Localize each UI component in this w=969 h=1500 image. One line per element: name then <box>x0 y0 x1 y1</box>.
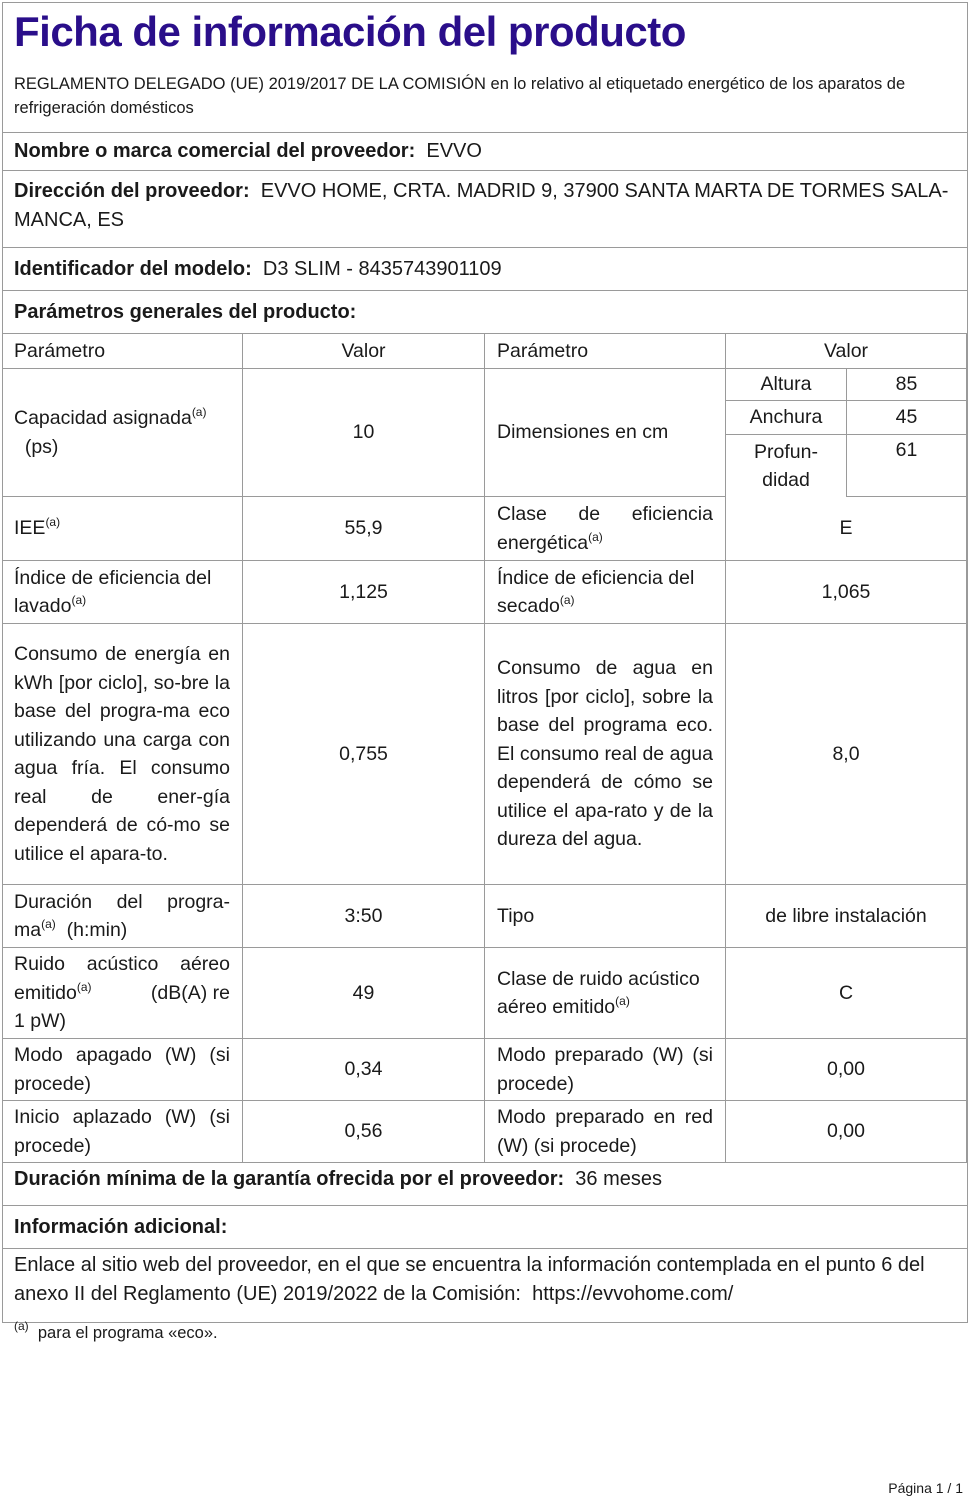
noise-class-value: C <box>726 948 967 1039</box>
duration-label: Duración del progra-ma(a) (h:min) <box>2 885 243 948</box>
model-row: Identificador del modelo: D3 SLIM - 8435… <box>2 248 967 291</box>
link-row: Enlace al sitio web del proveedor, en el… <box>2 1249 967 1323</box>
regulation-subtitle: REGLAMENTO DELEGADO (UE) 2019/2017 DE LA… <box>14 75 906 117</box>
energy-class-value: E <box>726 497 967 561</box>
dimensions-label: Dimensiones en cm <box>485 369 726 497</box>
iee-value: 55,9 <box>243 497 485 561</box>
energy-class-label: Clase de eficiencia energética(a) <box>485 497 726 561</box>
type-label: Tipo <box>485 885 726 948</box>
address-value: EVVO HOME, CRTA. MADRID 9, 37900 SANTA M… <box>14 180 949 231</box>
networked-standby-label: Modo preparado en red (W) (si procede) <box>485 1101 726 1163</box>
off-mode-value: 0,34 <box>243 1039 485 1101</box>
width-label: Anchura <box>726 401 847 435</box>
networked-standby-value: 0,00 <box>726 1101 967 1163</box>
water-consumption-label: Consumo de agua en litros [por ciclo], s… <box>485 624 726 885</box>
footnote-mark: (a) <box>14 1319 29 1333</box>
depth-value: 61 <box>847 435 967 497</box>
footnote: (a) para el programa «eco». <box>14 1320 218 1343</box>
model-value: D3 SLIM - 8435743901109 <box>262 257 502 280</box>
noise-class-label: Clase de ruido acústico aéreo emitido(a) <box>485 948 726 1039</box>
additional-heading-row: Información adicional: <box>2 1206 967 1249</box>
page-title: Ficha de información del producto <box>14 8 686 55</box>
dry-index-label: Índice de eficiencia del secado(a) <box>485 561 726 624</box>
general-heading: Parámetros generales del producto: <box>14 300 357 323</box>
duration-value: 3:50 <box>243 885 485 948</box>
noise-value: 49 <box>243 948 485 1039</box>
off-mode-label: Modo apagado (W) (si procede) <box>2 1039 243 1101</box>
title-block <box>2 2 967 133</box>
water-consumption-value: 8,0 <box>726 624 967 885</box>
address-label: Dirección del proveedor: <box>14 180 250 202</box>
supplier-website-link[interactable]: https://evvohome.com/ <box>532 1282 734 1305</box>
warranty-value: 36 meses <box>575 1168 662 1190</box>
header-value-1: Valor <box>243 334 485 369</box>
general-heading-row: Parámetros generales del producto: <box>2 291 967 334</box>
header-param-2: Parámetro <box>485 334 726 369</box>
standby-value: 0,00 <box>726 1039 967 1101</box>
height-label: Altura <box>726 369 847 401</box>
capacity-value: 10 <box>243 369 485 497</box>
noise-label: Ruido acústico aéreo emitido(a) (dB(A) re 1… <box>2 948 243 1039</box>
energy-consumption-label: Consumo de energía en kWh [por ciclo], s… <box>2 624 243 885</box>
energy-consumption-value: 0,755 <box>243 624 485 885</box>
standby-label: Modo preparado (W) (si procede) <box>485 1039 726 1101</box>
depth-label: Profun-didad <box>726 435 847 497</box>
header-param-1: Parámetro <box>2 334 243 369</box>
wash-index-label: Índice de eficiencia del lavado(a) <box>2 561 243 624</box>
additional-heading: Información adicional: <box>14 1215 228 1238</box>
address-row: Dirección del proveedor: EVVO HOME, CRTA… <box>2 171 967 248</box>
iee-label: IEE(a) <box>2 497 243 561</box>
delay-start-label: Inicio aplazado (W) (si procede) <box>2 1101 243 1163</box>
warranty-label: Duración mínima de la garantía ofrecida … <box>14 1168 565 1190</box>
supplier-row: Nombre o marca comercial del proveedor: … <box>2 133 967 171</box>
link-text: Enlace al sitio web del proveedor, en el… <box>14 1254 925 1305</box>
capacity-label: Capacidad asignada(a) (ps) <box>2 369 243 497</box>
supplier-value: EVVO <box>426 140 482 163</box>
supplier-label: Nombre o marca comercial del proveedor: <box>14 140 416 163</box>
warranty-row: Duración mínima de la garantía ofrecida … <box>2 1163 967 1206</box>
width-value: 45 <box>847 401 967 435</box>
footnote-text: para el programa «eco». <box>37 1324 218 1342</box>
type-value: de libre instalación <box>726 885 967 948</box>
page-number: Página 1 / 1 <box>888 1480 963 1496</box>
height-value: 85 <box>847 369 967 401</box>
dry-index-value: 1,065 <box>726 561 967 624</box>
header-value-2: Valor <box>726 334 967 369</box>
model-label: Identificador del modelo: <box>14 257 252 280</box>
delay-start-value: 0,56 <box>243 1101 485 1163</box>
wash-index-value: 1,125 <box>243 561 485 624</box>
